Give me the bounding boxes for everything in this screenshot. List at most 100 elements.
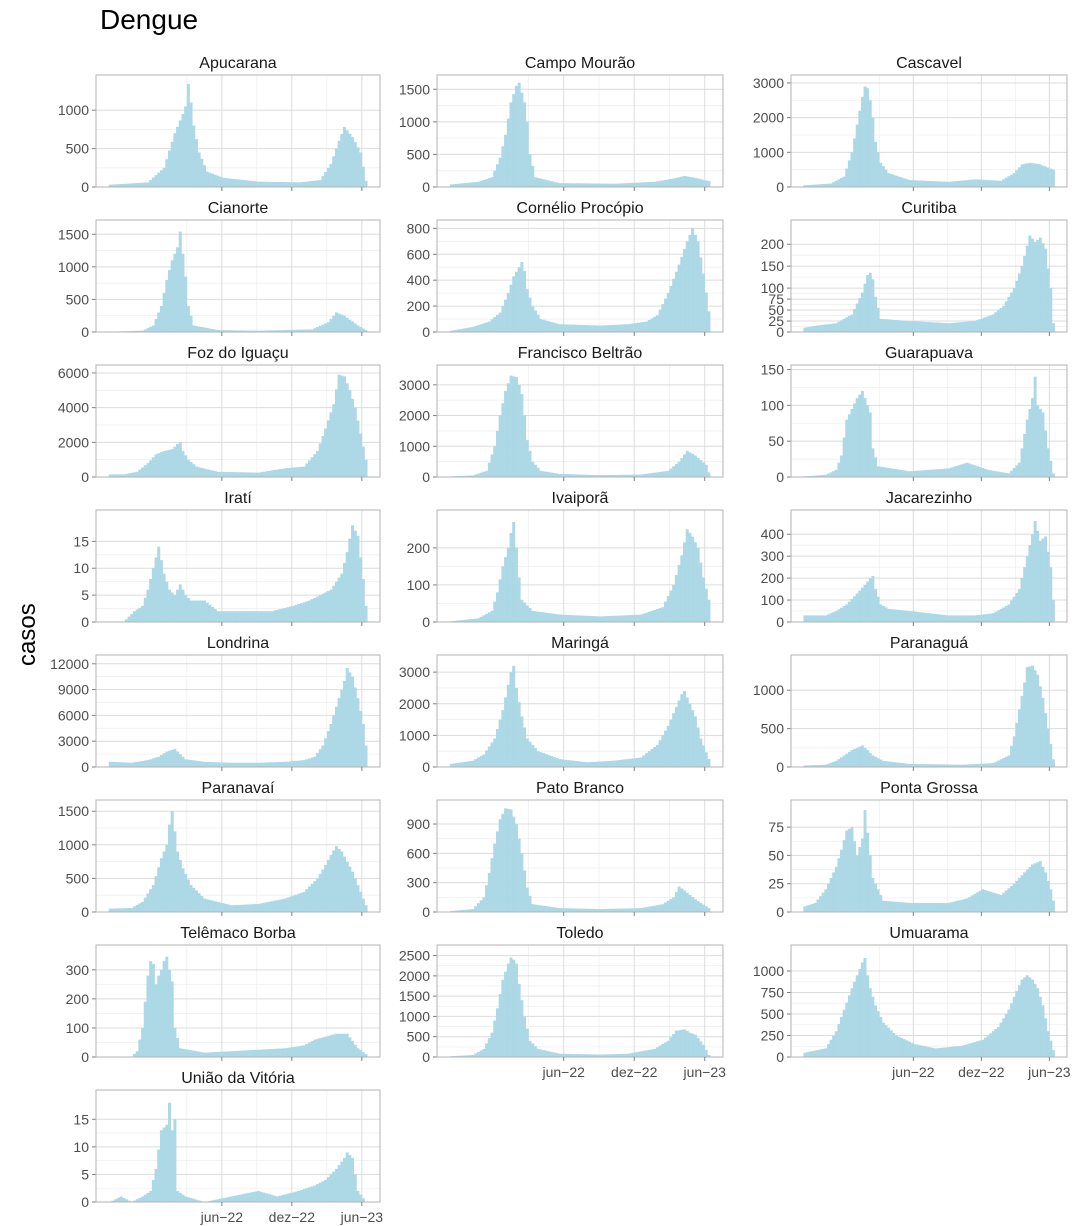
bar [291, 1047, 295, 1057]
bar [949, 764, 953, 767]
y-tick-label: 6000 [58, 365, 89, 381]
bar [994, 312, 998, 332]
bar [533, 748, 537, 767]
bar [178, 1048, 182, 1057]
y-tick-label: 1000 [399, 1008, 430, 1024]
x-tick-label: jun−22 [891, 1064, 935, 1080]
bar [561, 324, 565, 332]
bar [887, 467, 891, 477]
bar [571, 760, 575, 767]
bar [133, 330, 137, 332]
bar [588, 908, 592, 912]
bar [897, 609, 901, 622]
bar [146, 328, 150, 332]
bar [208, 1200, 212, 1202]
bar [127, 762, 131, 767]
bar [824, 474, 828, 477]
bar [874, 141, 877, 187]
y-tick-label: 15 [73, 1111, 89, 1127]
bar [324, 323, 328, 332]
bar [243, 330, 247, 332]
bar [976, 466, 980, 477]
bar [517, 577, 521, 622]
bar [324, 1036, 328, 1057]
bar [555, 758, 559, 767]
bar [669, 590, 673, 622]
bar [845, 604, 849, 622]
bar [590, 616, 594, 622]
bar [213, 329, 217, 332]
bar [569, 615, 573, 622]
y-tick-label: 600 [407, 845, 431, 861]
bar [501, 566, 505, 622]
bar [514, 687, 518, 767]
bar [332, 315, 336, 332]
bar [926, 180, 930, 187]
bar [313, 454, 317, 477]
bar [939, 322, 943, 332]
bar [476, 325, 480, 332]
bar [243, 472, 247, 477]
bar [229, 472, 233, 477]
bar [915, 321, 919, 332]
bar [291, 761, 295, 767]
bar [555, 614, 559, 622]
y-tick-label: 500 [407, 146, 431, 162]
bar [485, 179, 489, 187]
bar [701, 273, 706, 332]
bar [539, 752, 543, 767]
bar [270, 1049, 274, 1057]
bar [683, 542, 687, 622]
bar [232, 472, 236, 477]
bar [999, 180, 1003, 187]
bar [116, 474, 120, 477]
bar [819, 325, 823, 332]
bar [240, 762, 244, 767]
bar [813, 1050, 817, 1057]
bar [645, 473, 649, 477]
bar [813, 184, 817, 187]
bar [159, 452, 163, 477]
bar [1038, 996, 1042, 1057]
bar [278, 469, 282, 477]
bar [219, 611, 223, 622]
bar [326, 591, 330, 622]
bar [620, 615, 624, 622]
bar [504, 134, 508, 187]
bar [978, 614, 982, 622]
bar [192, 1050, 196, 1057]
bar [455, 329, 459, 332]
bar [989, 315, 993, 332]
bar [1031, 163, 1034, 187]
panel-title: Apucarana [199, 55, 276, 72]
y-tick-label: 12000 [50, 656, 89, 672]
bar [310, 1186, 314, 1202]
bar [157, 1149, 161, 1202]
bar [498, 579, 502, 622]
panel-frame [790, 509, 1068, 623]
bar [824, 324, 828, 332]
bar [664, 1042, 668, 1057]
bar [539, 611, 543, 622]
bar [506, 293, 510, 332]
bar [989, 180, 993, 187]
bar [316, 878, 320, 912]
bar [707, 599, 711, 622]
bar [151, 885, 155, 912]
y-tick-label: 500 [407, 1029, 431, 1045]
bar [1020, 164, 1024, 187]
bar [259, 903, 263, 912]
bar [688, 533, 692, 622]
bar [337, 577, 341, 622]
bar [495, 592, 499, 622]
bar [232, 762, 236, 767]
bar [189, 315, 193, 332]
bar [855, 975, 859, 1057]
bar [216, 330, 220, 332]
bar [143, 1001, 147, 1057]
bar [307, 1042, 311, 1057]
bar [544, 906, 548, 912]
bar [345, 861, 349, 912]
